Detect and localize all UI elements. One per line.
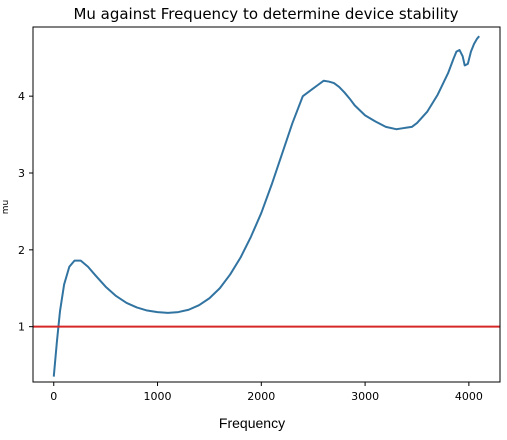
x-tick-label: 2000 xyxy=(247,390,275,403)
x-tick-label: 0 xyxy=(50,390,57,403)
chart-title: Mu against Frequency to determine device… xyxy=(73,5,458,23)
x-tick-label: 4000 xyxy=(455,390,483,403)
y-axis: 1 2 3 4 xyxy=(18,90,33,334)
x-axis: 0 1000 2000 3000 4000 xyxy=(50,382,483,403)
x-tick-label: 3000 xyxy=(351,390,379,403)
plot-frame xyxy=(33,27,500,382)
y-tick-label: 3 xyxy=(18,167,25,180)
plot-area xyxy=(33,36,500,376)
y-tick-label: 2 xyxy=(18,244,25,257)
series-line-0 xyxy=(54,36,479,376)
y-tick-label: 4 xyxy=(18,90,25,103)
y-axis-label: mu xyxy=(1,200,11,214)
x-axis-label: Frequency xyxy=(219,415,285,431)
y-tick-label: 1 xyxy=(18,321,25,334)
x-tick-label: 1000 xyxy=(144,390,172,403)
